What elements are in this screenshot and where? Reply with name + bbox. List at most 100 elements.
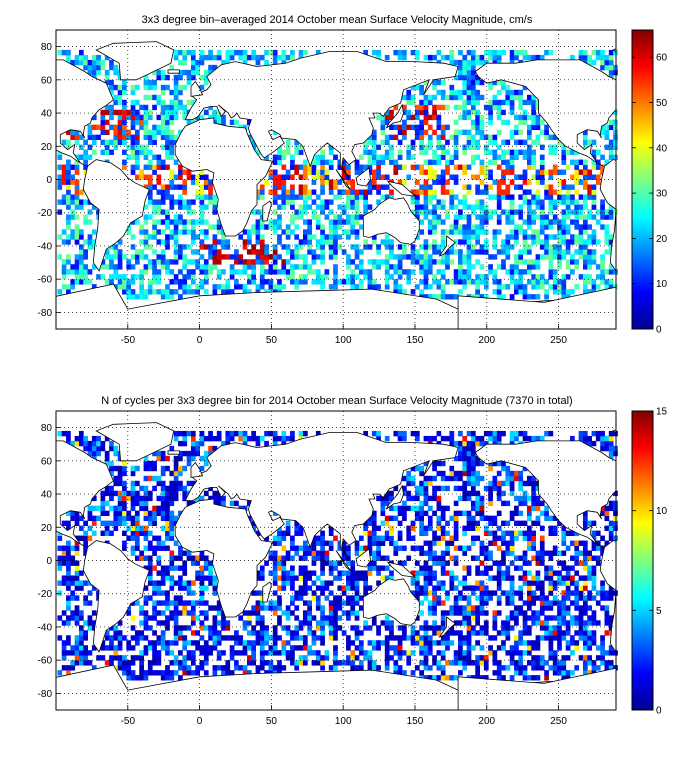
- bin-cell: [251, 435, 256, 442]
- bin-cell: [483, 49, 489, 56]
- bin-cell: [264, 49, 269, 56]
- bin-cell: [173, 655, 179, 661]
- bin-cell: [346, 580, 351, 586]
- bin-cell: [526, 675, 532, 681]
- bin-cell: [91, 665, 97, 671]
- bin-cell: [328, 159, 334, 165]
- bin-cell: [522, 615, 528, 621]
- bin-cell: [298, 274, 304, 280]
- bin-cell: [509, 274, 515, 280]
- bin-cell: [139, 114, 144, 121]
- bin-cell: [531, 500, 536, 507]
- bin-cell: [462, 615, 468, 621]
- bin-cell: [505, 550, 511, 556]
- bin-cell: [470, 555, 476, 561]
- bin-cell: [165, 485, 170, 492]
- bin-cell: [522, 219, 528, 225]
- bin-cell: [518, 119, 524, 126]
- bin-cell: [104, 660, 110, 666]
- bin-cell: [505, 595, 511, 601]
- bin-cell: [341, 570, 347, 576]
- bin-cell: [591, 199, 597, 205]
- bin-cell: [160, 505, 166, 512]
- bin-cell: [436, 179, 442, 185]
- bin-cell: [535, 660, 541, 666]
- bin-cell: [234, 430, 239, 437]
- bin-cell: [574, 219, 580, 225]
- bin-cell: [367, 269, 373, 275]
- bin-cell: [255, 254, 261, 260]
- bin-cell: [165, 139, 170, 146]
- bin-cell: [104, 279, 110, 285]
- colorbar-tick-label: 50: [656, 98, 668, 109]
- bin-cell: [87, 505, 93, 512]
- bin-cell: [212, 54, 218, 61]
- bin-cell: [397, 640, 403, 646]
- bin-cell: [281, 204, 287, 210]
- bin-cell: [423, 510, 429, 517]
- bin-cell: [544, 244, 549, 250]
- bin-cell: [393, 645, 399, 651]
- bin-cell: [483, 149, 489, 155]
- bin-cell: [427, 139, 433, 146]
- bin-cell: [531, 54, 536, 61]
- bin-cell: [483, 144, 489, 150]
- bin-cell: [414, 204, 420, 210]
- bin-cell: [350, 179, 356, 185]
- bin-cell: [152, 545, 157, 551]
- bin-cell: [74, 610, 80, 616]
- bin-cell: [109, 244, 114, 250]
- bin-cell: [126, 670, 132, 676]
- colorbar-tick-label: 0: [656, 325, 662, 336]
- bin-cell: [87, 239, 93, 245]
- bin-cell: [406, 124, 412, 131]
- bin-cell: [190, 600, 196, 606]
- bin-cell: [462, 169, 468, 175]
- bin-cell: [96, 124, 101, 131]
- bin-cell: [354, 244, 360, 250]
- bin-cell: [333, 620, 338, 626]
- bin-cell: [501, 675, 506, 681]
- bin-cell: [302, 565, 308, 571]
- bin-cell: [466, 495, 472, 502]
- bin-cell: [290, 249, 295, 255]
- bin-cell: [427, 495, 433, 502]
- bin-cell: [315, 274, 321, 280]
- bin-cell: [173, 640, 179, 646]
- bin-cell: [78, 610, 84, 616]
- bin-cell: [290, 154, 295, 160]
- bin-cell: [87, 244, 93, 250]
- bin-cell: [255, 630, 261, 636]
- bin-cell: [143, 84, 149, 91]
- bin-cell: [453, 520, 459, 527]
- bin-cell: [178, 69, 183, 76]
- bin-cell: [122, 274, 127, 280]
- bin-cell: [341, 189, 347, 195]
- bin-cell: [160, 119, 166, 126]
- bin-cell: [423, 635, 429, 641]
- bin-cell: [389, 645, 394, 651]
- bin-cell: [221, 254, 226, 260]
- bin-cell: [182, 54, 188, 61]
- bin-cell: [78, 585, 84, 591]
- bin-cell: [100, 505, 106, 512]
- bin-cell: [126, 610, 132, 616]
- bin-cell: [526, 595, 532, 601]
- bin-cell: [492, 610, 498, 616]
- bin-cell: [501, 119, 506, 126]
- bin-cell: [458, 595, 463, 601]
- bin-cell: [251, 640, 256, 646]
- bin-cell: [458, 485, 463, 492]
- bin-cell: [470, 74, 476, 81]
- bin-cell: [173, 84, 179, 91]
- bin-cell: [505, 99, 511, 106]
- bin-cell: [281, 575, 287, 581]
- bin-cell: [432, 660, 437, 666]
- bin-cell: [423, 485, 429, 492]
- bin-cell: [255, 194, 261, 200]
- bin-cell: [139, 144, 144, 150]
- bin-cell: [552, 269, 558, 275]
- bin-cell: [522, 119, 528, 126]
- bin-cell: [526, 525, 532, 531]
- bin-cell: [70, 174, 76, 180]
